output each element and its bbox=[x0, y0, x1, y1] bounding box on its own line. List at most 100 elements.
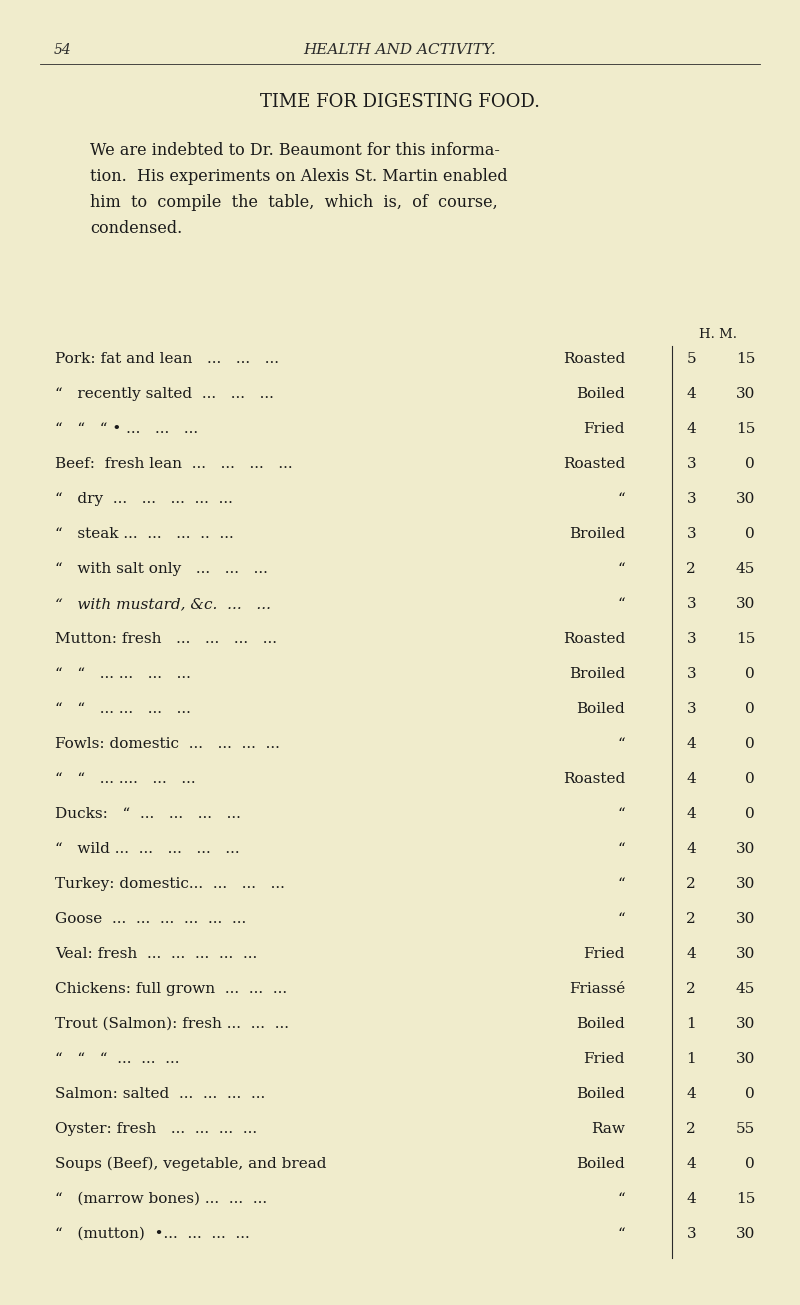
Text: 54: 54 bbox=[54, 43, 72, 57]
Text: “: “ bbox=[618, 842, 625, 856]
Text: “: “ bbox=[618, 877, 625, 891]
Text: “   “   “ • ...   ...   ...: “ “ “ • ... ... ... bbox=[55, 422, 198, 436]
Text: Boiled: Boiled bbox=[576, 1158, 625, 1171]
Text: 4: 4 bbox=[686, 806, 696, 821]
Text: Broiled: Broiled bbox=[569, 667, 625, 681]
Text: “: “ bbox=[618, 806, 625, 821]
Text: 4: 4 bbox=[686, 422, 696, 436]
Text: 0: 0 bbox=[746, 1087, 755, 1101]
Text: Goose  ...  ...  ...  ...  ...  ...: Goose ... ... ... ... ... ... bbox=[55, 912, 246, 927]
Text: 3: 3 bbox=[686, 702, 696, 716]
Text: 2: 2 bbox=[686, 981, 696, 996]
Text: 30: 30 bbox=[736, 877, 755, 891]
Text: 55: 55 bbox=[736, 1122, 755, 1135]
Text: “: “ bbox=[618, 596, 625, 611]
Text: 30: 30 bbox=[736, 947, 755, 960]
Text: 0: 0 bbox=[746, 527, 755, 542]
Text: “   with mustard, &c.  ...   ...: “ with mustard, &c. ... ... bbox=[55, 596, 271, 611]
Text: “: “ bbox=[618, 1227, 625, 1241]
Text: 4: 4 bbox=[686, 1087, 696, 1101]
Text: Oyster: fresh   ...  ...  ...  ...: Oyster: fresh ... ... ... ... bbox=[55, 1122, 257, 1135]
Text: 0: 0 bbox=[746, 806, 755, 821]
Text: Chickens: full grown  ...  ...  ...: Chickens: full grown ... ... ... bbox=[55, 981, 287, 996]
Text: 15: 15 bbox=[736, 422, 755, 436]
Text: Fried: Fried bbox=[583, 1052, 625, 1066]
Text: 0: 0 bbox=[746, 667, 755, 681]
Text: 3: 3 bbox=[686, 457, 696, 471]
Text: 15: 15 bbox=[736, 632, 755, 646]
Text: 0: 0 bbox=[746, 737, 755, 750]
Text: 15: 15 bbox=[736, 1191, 755, 1206]
Text: “   (mutton)  •...  ...  ...  ...: “ (mutton) •... ... ... ... bbox=[55, 1227, 250, 1241]
Text: 3: 3 bbox=[686, 1227, 696, 1241]
Text: 30: 30 bbox=[736, 1017, 755, 1031]
Text: Raw: Raw bbox=[591, 1122, 625, 1135]
Text: 5: 5 bbox=[686, 352, 696, 365]
Text: “   (marrow bones) ...  ...  ...: “ (marrow bones) ... ... ... bbox=[55, 1191, 267, 1206]
Text: 2: 2 bbox=[686, 1122, 696, 1135]
Text: Beef:  fresh lean  ...   ...   ...   ...: Beef: fresh lean ... ... ... ... bbox=[55, 457, 293, 471]
Text: “   with salt only   ...   ...   ...: “ with salt only ... ... ... bbox=[55, 562, 268, 576]
Text: Soups (Beef), vegetable, and bread: Soups (Beef), vegetable, and bread bbox=[55, 1158, 326, 1172]
Text: Roasted: Roasted bbox=[562, 352, 625, 365]
Text: 4: 4 bbox=[686, 737, 696, 750]
Text: “   wild ...  ...   ...   ...   ...: “ wild ... ... ... ... ... bbox=[55, 842, 240, 856]
Text: condensed.: condensed. bbox=[90, 221, 182, 238]
Text: Roasted: Roasted bbox=[562, 457, 625, 471]
Text: 30: 30 bbox=[736, 596, 755, 611]
Text: “: “ bbox=[618, 492, 625, 506]
Text: Boiled: Boiled bbox=[576, 1087, 625, 1101]
Text: “: “ bbox=[618, 737, 625, 750]
Text: 45: 45 bbox=[736, 981, 755, 996]
Text: Boiled: Boiled bbox=[576, 388, 625, 401]
Text: 3: 3 bbox=[686, 527, 696, 542]
Text: 4: 4 bbox=[686, 1191, 696, 1206]
Text: Fried: Fried bbox=[583, 947, 625, 960]
Text: 3: 3 bbox=[686, 492, 696, 506]
Text: 4: 4 bbox=[686, 1158, 696, 1171]
Text: 4: 4 bbox=[686, 773, 696, 786]
Text: 30: 30 bbox=[736, 1227, 755, 1241]
Text: Boiled: Boiled bbox=[576, 1017, 625, 1031]
Text: 30: 30 bbox=[736, 492, 755, 506]
Text: Veal: fresh  ...  ...  ...  ...  ...: Veal: fresh ... ... ... ... ... bbox=[55, 947, 258, 960]
Text: Turkey: domestic...  ...   ...   ...: Turkey: domestic... ... ... ... bbox=[55, 877, 285, 891]
Text: Mutton: fresh   ...   ...   ...   ...: Mutton: fresh ... ... ... ... bbox=[55, 632, 277, 646]
Text: “   steak ...  ...   ...  ..  ...: “ steak ... ... ... .. ... bbox=[55, 527, 234, 542]
Text: “   “   ... ....   ...   ...: “ “ ... .... ... ... bbox=[55, 773, 196, 786]
Text: H. M.: H. M. bbox=[699, 328, 737, 341]
Text: 0: 0 bbox=[746, 1158, 755, 1171]
Text: 30: 30 bbox=[736, 1052, 755, 1066]
Text: 3: 3 bbox=[686, 632, 696, 646]
Text: 30: 30 bbox=[736, 912, 755, 927]
Text: “: “ bbox=[618, 562, 625, 576]
Text: Roasted: Roasted bbox=[562, 773, 625, 786]
Text: him  to  compile  the  table,  which  is,  of  course,: him to compile the table, which is, of c… bbox=[90, 194, 498, 211]
Text: 2: 2 bbox=[686, 562, 696, 576]
Text: Fowls: domestic  ...   ...  ...  ...: Fowls: domestic ... ... ... ... bbox=[55, 737, 280, 750]
Text: Trout (Salmon): fresh ...  ...  ...: Trout (Salmon): fresh ... ... ... bbox=[55, 1017, 289, 1031]
Text: “   recently salted  ...   ...   ...: “ recently salted ... ... ... bbox=[55, 388, 274, 401]
Text: 1: 1 bbox=[686, 1052, 696, 1066]
Text: 45: 45 bbox=[736, 562, 755, 576]
Text: “   “   “  ...  ...  ...: “ “ “ ... ... ... bbox=[55, 1052, 179, 1066]
Text: 2: 2 bbox=[686, 912, 696, 927]
Text: HEALTH AND ACTIVITY.: HEALTH AND ACTIVITY. bbox=[303, 43, 497, 57]
Text: Salmon: salted  ...  ...  ...  ...: Salmon: salted ... ... ... ... bbox=[55, 1087, 266, 1101]
Text: TIME FOR DIGESTING FOOD.: TIME FOR DIGESTING FOOD. bbox=[260, 93, 540, 111]
Text: 0: 0 bbox=[746, 702, 755, 716]
Text: “   dry  ...   ...   ...  ...  ...: “ dry ... ... ... ... ... bbox=[55, 492, 233, 506]
Text: 3: 3 bbox=[686, 667, 696, 681]
Text: We are indebted to Dr. Beaumont for this informa-: We are indebted to Dr. Beaumont for this… bbox=[90, 142, 500, 159]
Text: Fried: Fried bbox=[583, 422, 625, 436]
Text: “   “   ... ...   ...   ...: “ “ ... ... ... ... bbox=[55, 667, 191, 681]
Text: 3: 3 bbox=[686, 596, 696, 611]
Text: 30: 30 bbox=[736, 388, 755, 401]
Text: Friassé: Friassé bbox=[569, 981, 625, 996]
Text: 4: 4 bbox=[686, 947, 696, 960]
Text: 30: 30 bbox=[736, 842, 755, 856]
Text: 0: 0 bbox=[746, 457, 755, 471]
Text: Ducks:   “  ...   ...   ...   ...: Ducks: “ ... ... ... ... bbox=[55, 806, 241, 821]
Text: 15: 15 bbox=[736, 352, 755, 365]
Text: tion.  His experiments on Alexis St. Martin enabled: tion. His experiments on Alexis St. Mart… bbox=[90, 168, 508, 185]
